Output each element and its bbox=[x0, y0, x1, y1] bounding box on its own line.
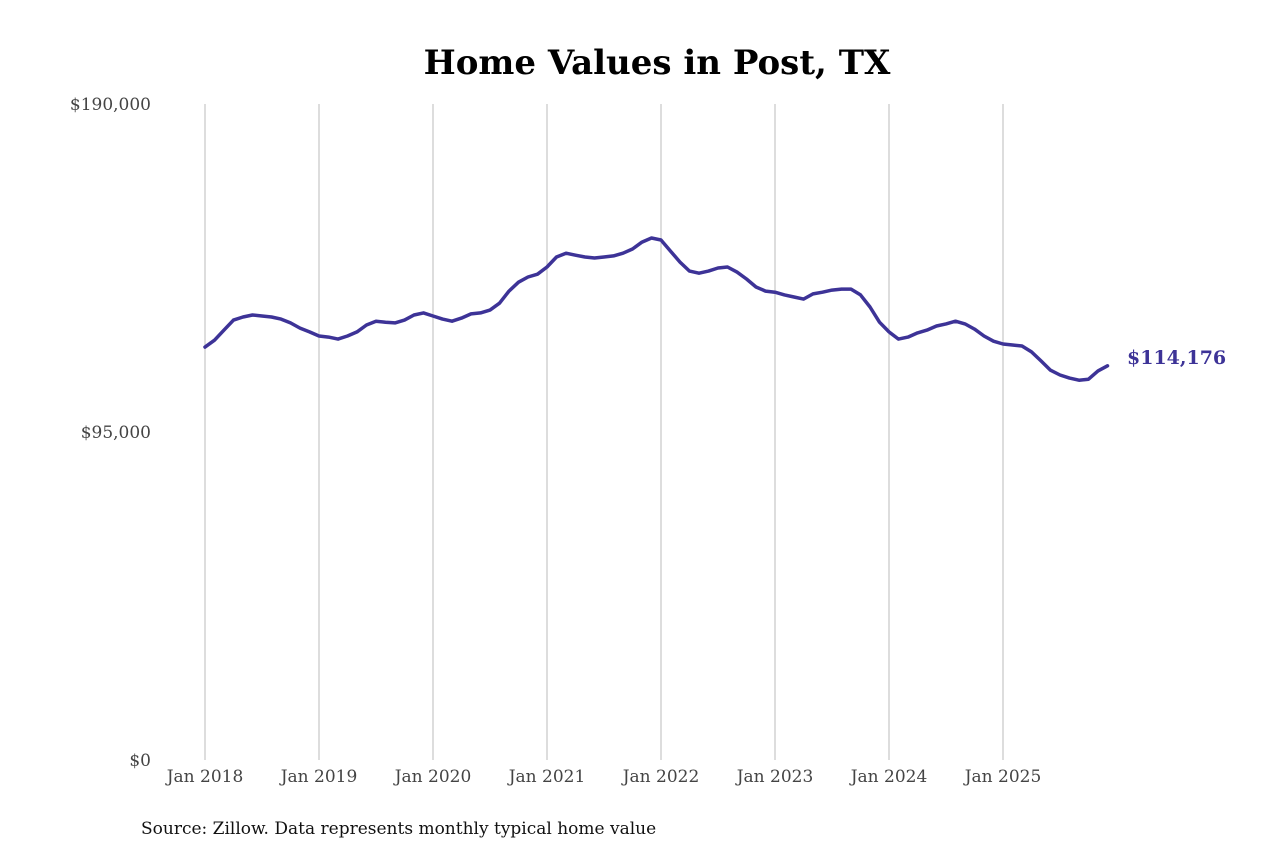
y-tick-label: $0 bbox=[129, 751, 151, 771]
x-tick-label: Jan 2023 bbox=[735, 767, 814, 787]
series-line bbox=[203, 236, 1110, 382]
end-value-label: $114,176 bbox=[1127, 347, 1226, 369]
x-tick-label: Jan 2025 bbox=[963, 767, 1042, 787]
chart-title: Home Values in Post, TX bbox=[424, 43, 891, 83]
x-tick-label: Jan 2018 bbox=[165, 767, 244, 787]
source-note: Source: Zillow. Data represents monthly … bbox=[141, 819, 656, 839]
x-tick-label: Jan 2021 bbox=[507, 767, 586, 787]
x-tick-label: Jan 2024 bbox=[849, 767, 928, 787]
y-tick-label: $190,000 bbox=[70, 95, 151, 115]
x-tick-label: Jan 2020 bbox=[393, 767, 472, 787]
y-tick-label: $95,000 bbox=[81, 423, 151, 443]
x-tick-label: Jan 2022 bbox=[621, 767, 700, 787]
x-tick-label: Jan 2019 bbox=[279, 767, 358, 787]
